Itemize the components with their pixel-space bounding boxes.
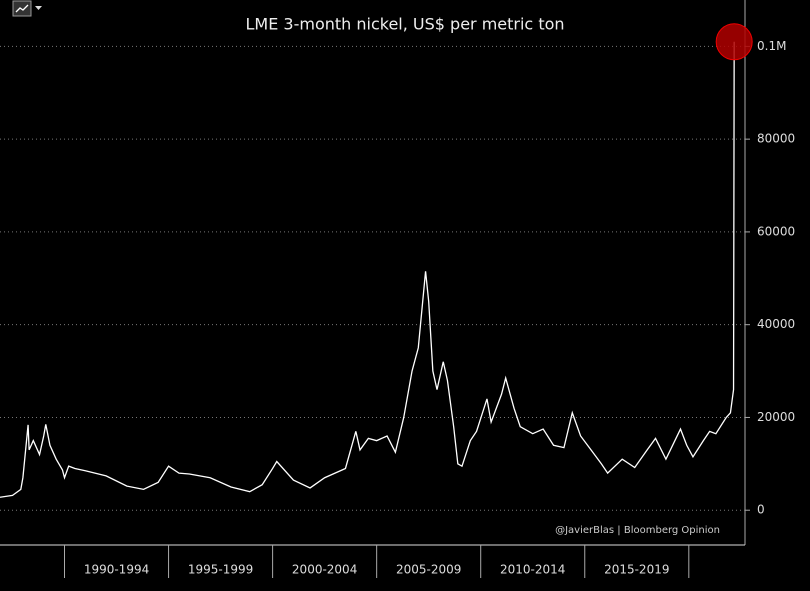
y-tick-label: 20000 — [757, 410, 795, 424]
chart-icon-line — [15, 4, 29, 13]
y-tick-label: 40000 — [757, 317, 795, 331]
chart-title: LME 3-month nickel, US$ per metric ton — [245, 15, 564, 34]
credit: @JavierBlas | Bloomberg Opinion — [555, 525, 720, 536]
x-tick-label: 2000-2004 — [292, 563, 357, 577]
x-tick-label: 2005-2009 — [396, 563, 461, 577]
x-tick-label: 2015-2019 — [604, 563, 669, 577]
chart-icon[interactable] — [12, 0, 32, 17]
dropdown-arrow[interactable] — [35, 6, 42, 10]
y-tick-label: 0 — [757, 503, 765, 517]
chart-menu[interactable] — [12, 0, 42, 17]
price-line — [0, 41, 735, 498]
x-tick-label: 1995-1999 — [188, 563, 253, 577]
highlight-marker — [715, 23, 753, 61]
x-tick-label: 2010-2014 — [500, 563, 565, 577]
x-tick-label: 1990-1994 — [84, 563, 149, 577]
y-tick-label: 60000 — [757, 224, 795, 238]
y-tick-label: 0.1M — [757, 39, 786, 53]
y-tick-label: 80000 — [757, 132, 795, 146]
